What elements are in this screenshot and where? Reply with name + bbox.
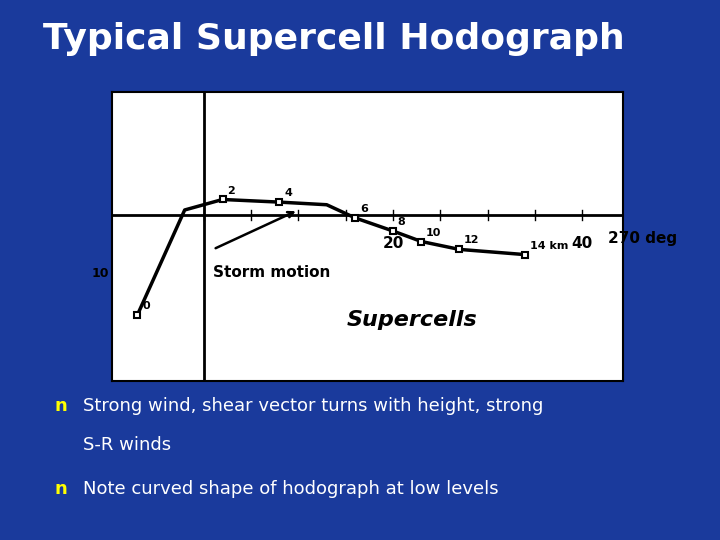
Text: Strong wind, shear vector turns with height, strong: Strong wind, shear vector turns with hei… — [83, 397, 543, 415]
Text: 0: 0 — [142, 301, 150, 311]
Text: Note curved shape of hodograph at low levels: Note curved shape of hodograph at low le… — [83, 480, 498, 498]
Text: 10: 10 — [426, 227, 441, 238]
Text: n: n — [54, 480, 67, 498]
Text: 40: 40 — [572, 237, 593, 251]
Text: 4: 4 — [284, 188, 292, 198]
Text: 20: 20 — [382, 237, 404, 251]
Text: n: n — [54, 397, 67, 415]
Text: 270 deg: 270 deg — [608, 231, 677, 246]
Text: 10: 10 — [91, 267, 109, 280]
Text: Supercells: Supercells — [346, 310, 477, 330]
Text: Storm motion: Storm motion — [213, 265, 330, 280]
Text: 12: 12 — [464, 235, 480, 246]
Text: 2: 2 — [228, 186, 235, 195]
Text: S-R winds: S-R winds — [83, 436, 171, 454]
Text: 14 km: 14 km — [530, 241, 569, 251]
Text: 8: 8 — [397, 217, 405, 227]
Text: 6: 6 — [360, 204, 368, 214]
Text: Typical Supercell Hodograph: Typical Supercell Hodograph — [43, 22, 625, 56]
